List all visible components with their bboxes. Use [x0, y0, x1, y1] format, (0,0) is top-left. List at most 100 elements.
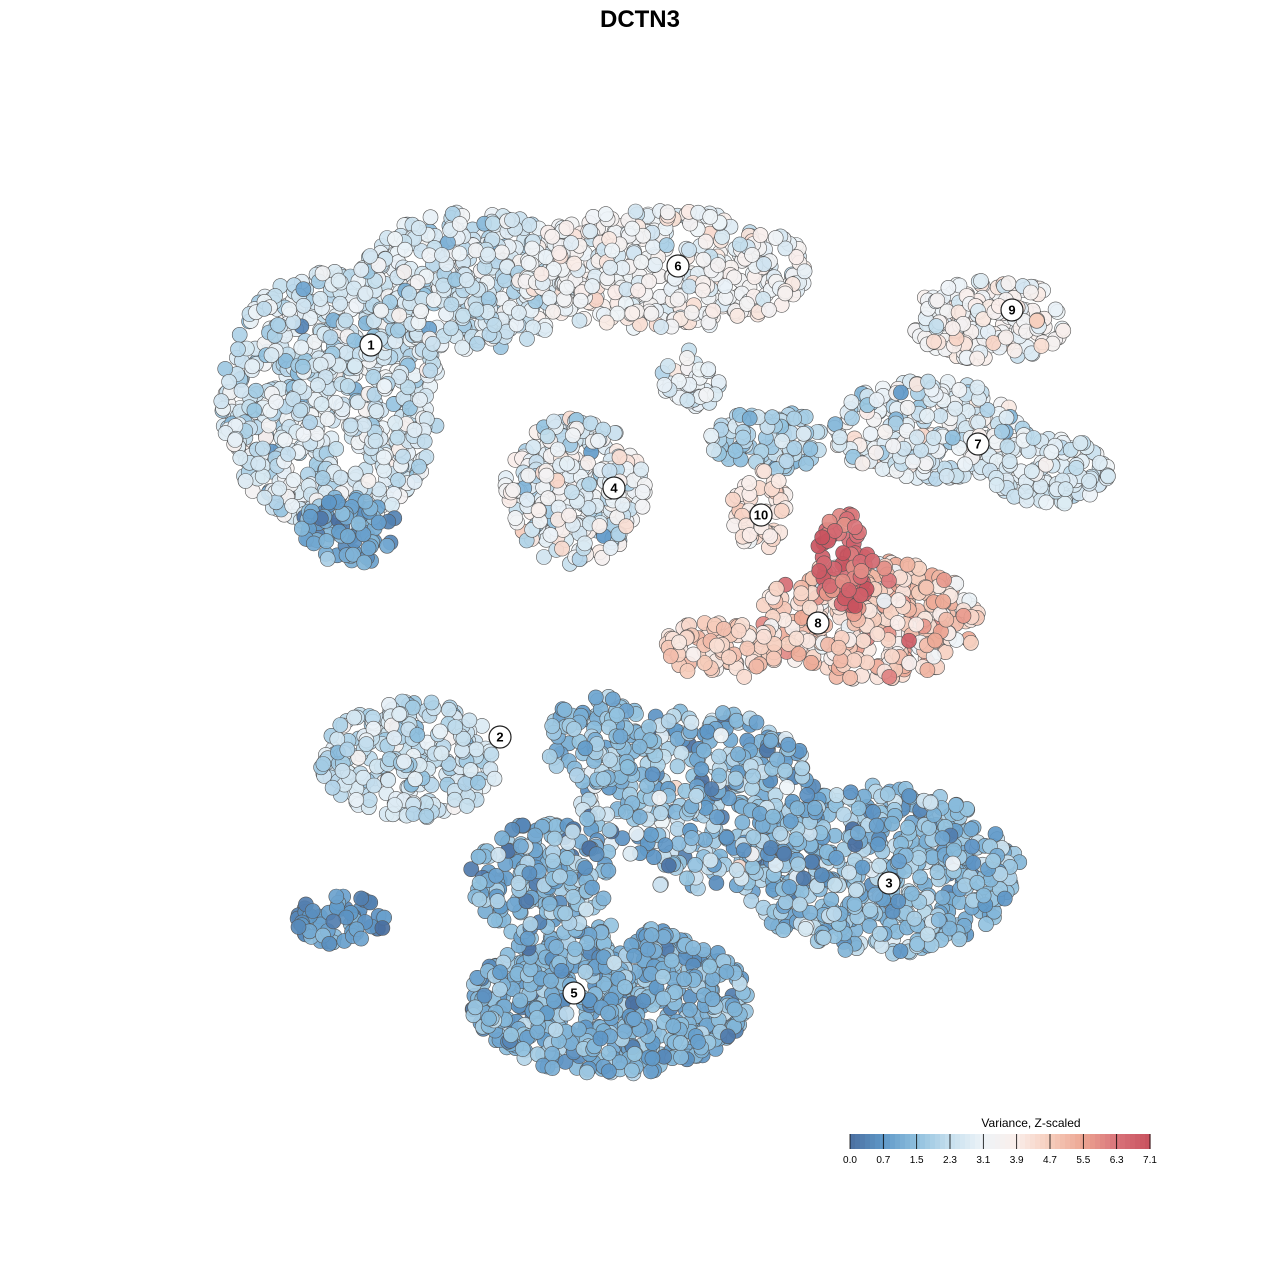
data-point [423, 694, 440, 711]
data-point [522, 916, 539, 933]
data-point [906, 910, 923, 927]
data-point [512, 992, 529, 1009]
data-point [547, 1022, 564, 1038]
data-point [406, 422, 423, 438]
data-point [324, 779, 341, 796]
data-point [360, 473, 377, 489]
data-point [276, 432, 293, 449]
data-point [390, 472, 406, 489]
data-point [492, 964, 508, 981]
data-point [643, 1063, 659, 1080]
data-point [231, 326, 248, 343]
data-point [879, 786, 896, 802]
data-point [284, 498, 301, 514]
data-point [741, 410, 758, 427]
data-point [362, 248, 378, 264]
data-point [533, 266, 550, 282]
data-point [588, 846, 605, 863]
data-point [868, 444, 884, 461]
data-point [964, 838, 980, 855]
scatter-points [213, 203, 1116, 1082]
data-point [520, 255, 537, 271]
data-point [571, 312, 588, 329]
data-point [910, 850, 927, 866]
data-point [951, 382, 968, 398]
data-point [483, 746, 500, 763]
data-point [411, 458, 427, 475]
data-point [292, 402, 309, 419]
data-point [387, 231, 403, 247]
data-point [846, 652, 862, 669]
data-point [850, 800, 867, 817]
data-point [592, 1030, 609, 1047]
data-point [862, 426, 879, 442]
data-point [868, 392, 885, 408]
data-point [781, 879, 798, 895]
data-point [720, 1028, 736, 1045]
data-point [360, 540, 377, 557]
data-point [346, 709, 362, 726]
data-point [567, 941, 583, 957]
data-point [407, 771, 424, 788]
data-point [470, 774, 486, 791]
data-point [1043, 444, 1060, 461]
data-point [870, 836, 886, 853]
data-point [779, 779, 795, 795]
data-point [627, 203, 644, 220]
data-point [380, 772, 397, 788]
data-point [644, 766, 661, 783]
data-point [927, 632, 943, 649]
data-point [332, 469, 349, 486]
data-point [493, 244, 510, 261]
data-point [711, 748, 727, 765]
data-point [699, 723, 716, 740]
data-point [823, 891, 840, 908]
data-point [590, 432, 606, 449]
data-point [579, 811, 595, 827]
data-point [715, 621, 732, 637]
data-point [658, 237, 675, 253]
data-point [705, 302, 721, 319]
data-point [486, 317, 503, 333]
data-point [669, 291, 686, 308]
data-point [687, 856, 704, 873]
data-point [337, 312, 354, 329]
data-point [890, 893, 907, 910]
data-point [600, 862, 617, 879]
data-point [861, 918, 878, 934]
data-point [538, 467, 555, 484]
data-point [827, 416, 844, 433]
data-point [929, 864, 946, 881]
data-point [884, 648, 900, 665]
data-point [780, 736, 797, 753]
data-point [454, 339, 471, 356]
data-point [744, 859, 761, 876]
data-point [944, 429, 961, 446]
data-point [806, 800, 823, 816]
data-point [365, 720, 382, 737]
data-point [828, 787, 845, 803]
data-point [544, 1060, 561, 1076]
data-point [743, 892, 760, 909]
data-point [969, 379, 986, 396]
data-point [496, 272, 513, 289]
data-point [529, 1024, 546, 1040]
data-point [669, 758, 686, 775]
data-point [321, 494, 337, 511]
data-point [319, 411, 336, 427]
data-point [256, 300, 272, 317]
data-point [655, 969, 671, 985]
data-point [646, 849, 662, 866]
data-point [704, 991, 721, 1008]
data-point [425, 292, 442, 308]
data-point [815, 929, 832, 946]
data-point [510, 304, 527, 321]
data-point [761, 301, 777, 318]
data-point [846, 896, 863, 912]
data-point [791, 896, 808, 913]
data-point [714, 705, 731, 721]
data-point [529, 1010, 545, 1026]
data-point [714, 229, 730, 245]
data-point [703, 427, 720, 444]
